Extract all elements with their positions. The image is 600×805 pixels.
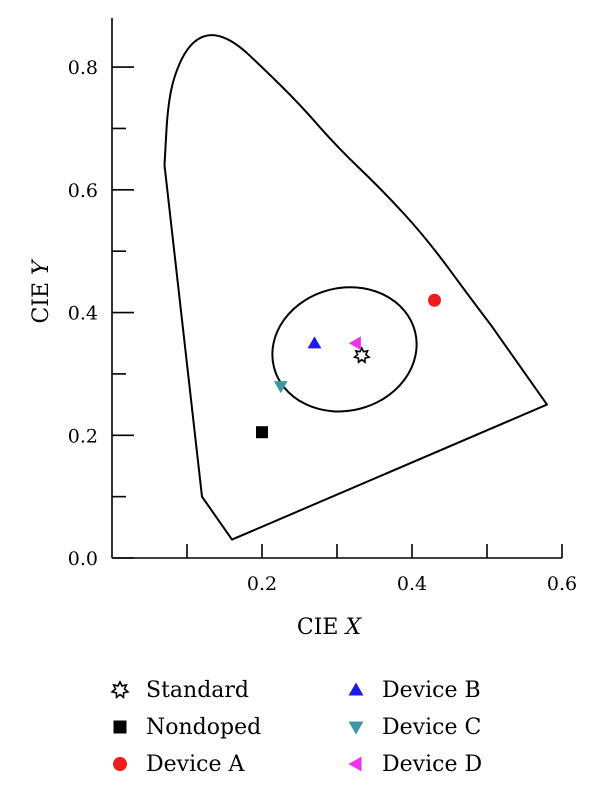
y-tick-label: 0.2 (68, 425, 98, 447)
standard-point (354, 348, 369, 362)
device-b-point (308, 336, 322, 348)
x-axis-title: CIE X (297, 615, 363, 640)
legend: Standard Nondoped Device A Device B Device C… (112, 678, 482, 777)
legend-label-device-a: Device A (146, 752, 245, 777)
legend-label-standard: Standard (146, 678, 249, 703)
legend-marker-device-a (113, 757, 127, 771)
white-region-ellipse (259, 272, 430, 426)
chromaticity-curves (165, 35, 548, 539)
x-tick-label: 0.2 (247, 573, 277, 595)
y-tick-label: 0.8 (68, 57, 98, 79)
device-c-point (274, 381, 288, 393)
y-tick-label: 0.4 (68, 303, 98, 325)
x-tick-label: 0.4 (397, 573, 427, 595)
y-tick-label: 0.6 (68, 180, 98, 202)
device-d-point (349, 336, 361, 350)
legend-marker-nondoped (114, 721, 127, 734)
legend-marker-device-c (349, 721, 364, 734)
y-tick-label: 0.0 (68, 548, 98, 570)
x-tick-label: 0.6 (547, 573, 577, 595)
legend-label-device-b: Device B (382, 678, 481, 703)
device-a-point (428, 294, 441, 307)
legend-label-device-d: Device D (382, 752, 482, 777)
legend-label-nondoped: Nondoped (146, 715, 261, 740)
legend-label-device-c: Device C (382, 715, 481, 740)
nondoped-point (256, 426, 268, 438)
legend-marker-standard (112, 682, 128, 697)
axis-ticks: 0.2 0.4 0.6 0.0 0.2 0.4 0.6 0.8 (68, 57, 577, 595)
y-axis-title: CIE Y (29, 258, 54, 324)
legend-marker-device-d (349, 757, 362, 772)
legend-marker-device-b (349, 683, 364, 696)
